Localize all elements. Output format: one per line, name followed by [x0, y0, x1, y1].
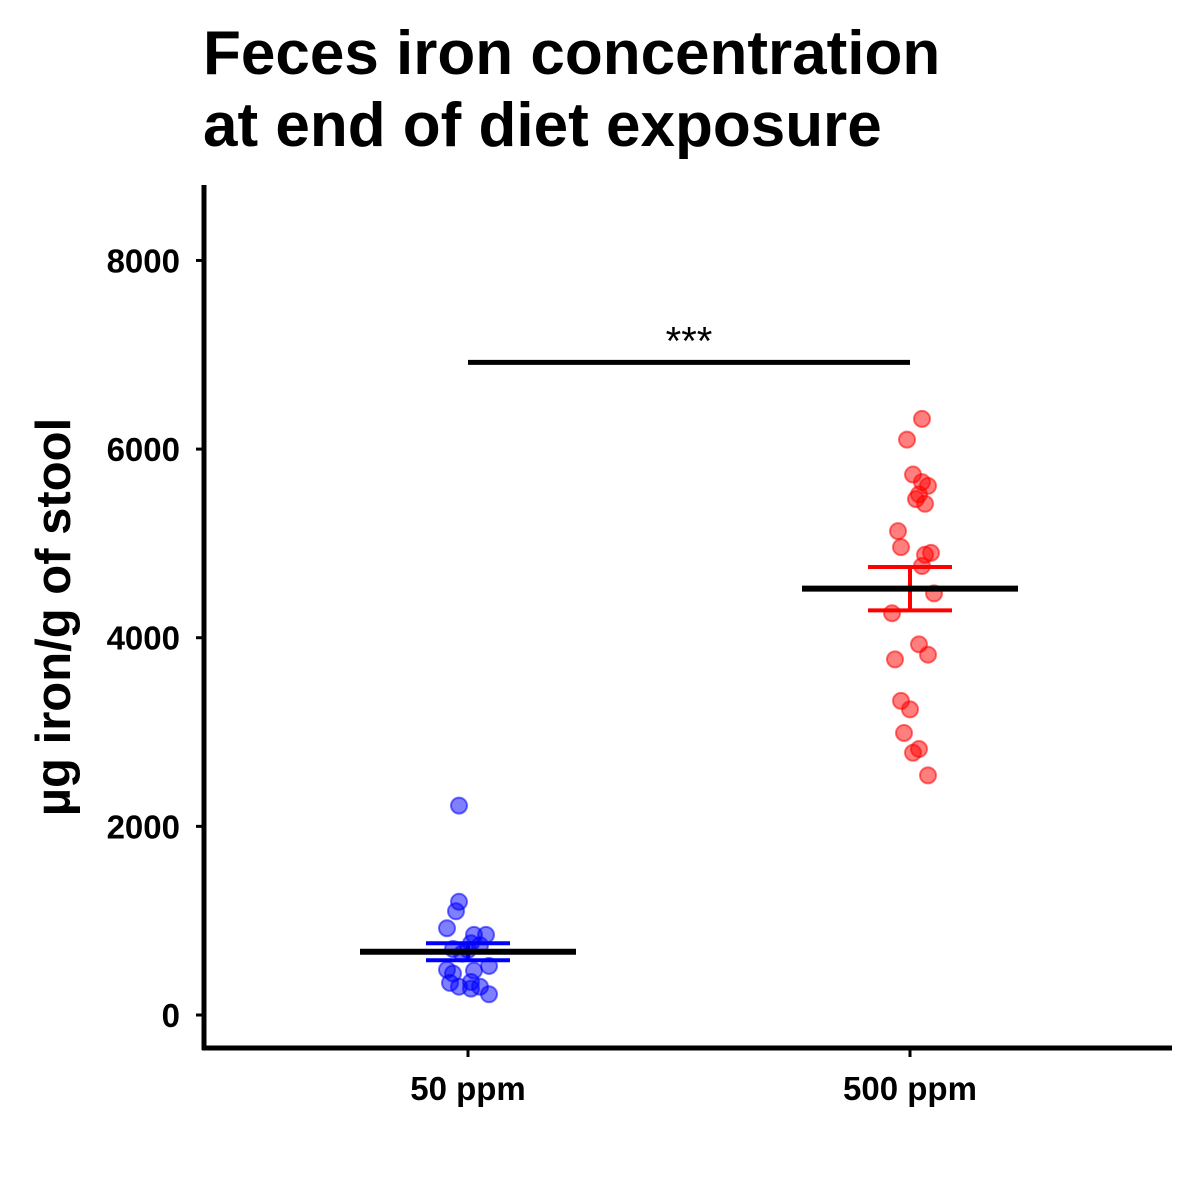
data-point — [447, 902, 465, 921]
x-tick-label: 50 ppm — [410, 1070, 526, 1107]
y-tick-label: 0 — [162, 997, 180, 1034]
data-point — [895, 723, 913, 742]
data-point — [904, 743, 922, 762]
data-point — [898, 430, 916, 449]
data-point — [438, 919, 456, 938]
data-point — [919, 645, 937, 664]
chart-title: Feces iron concentration — [203, 19, 940, 88]
y-tick-label: 4000 — [107, 620, 180, 657]
data-point — [889, 522, 907, 541]
data-point — [886, 650, 904, 669]
y-axis-label: µg iron/g of stool — [27, 418, 81, 816]
axes: 0 2000 4000 6000 8000 50 ppm 500 ppm — [107, 185, 1172, 1107]
data-point — [916, 494, 934, 513]
significance-label: *** — [666, 319, 713, 363]
data-point — [883, 604, 901, 623]
y-tick-label: 2000 — [107, 808, 180, 845]
chart-subtitle: at end of diet exposure — [203, 91, 882, 160]
y-tick-label: 6000 — [107, 431, 180, 468]
data-point — [480, 985, 498, 1004]
data-point — [901, 700, 919, 719]
x-tick-label: 500 ppm — [843, 1070, 977, 1107]
y-tick-label: 8000 — [107, 242, 180, 279]
data-point — [919, 766, 937, 785]
data-point — [450, 796, 468, 815]
chart-marks: *** — [360, 319, 1018, 1004]
data-point — [892, 538, 910, 557]
data-point — [913, 409, 931, 428]
